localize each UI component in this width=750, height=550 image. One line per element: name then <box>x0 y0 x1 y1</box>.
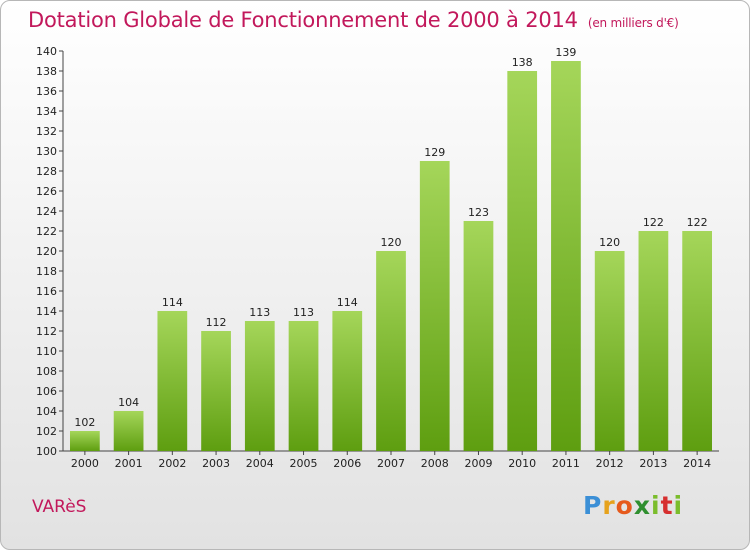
x-tick-label: 2000 <box>71 457 99 470</box>
bar-value-label: 122 <box>687 216 708 229</box>
x-tick-label: 2005 <box>290 457 318 470</box>
bar <box>201 331 231 451</box>
y-tick-label: 132 <box>36 125 57 138</box>
chart-subtitle: (en milliers d'€) <box>587 16 679 30</box>
y-tick-label: 106 <box>36 385 57 398</box>
y-tick-label: 110 <box>36 345 57 358</box>
x-tick-label: 2010 <box>508 457 536 470</box>
y-tick-label: 124 <box>36 205 57 218</box>
logo-letter: i <box>673 491 684 520</box>
x-tick-label: 2008 <box>421 457 449 470</box>
x-tick-label: 2002 <box>158 457 186 470</box>
x-tick-label: 2004 <box>246 457 274 470</box>
y-tick-label: 128 <box>36 165 57 178</box>
y-tick-label: 102 <box>36 425 57 438</box>
bar-value-label: 104 <box>118 396 139 409</box>
bar <box>69 431 100 451</box>
x-tick-label: 2006 <box>333 457 361 470</box>
bar-value-label: 139 <box>555 46 576 59</box>
bar-value-label: 112 <box>206 316 227 329</box>
y-tick-label: 108 <box>36 365 57 378</box>
chart-title: Dotation Globale de Fonctionnement de 20… <box>28 8 679 32</box>
x-tick-label: 2011 <box>552 457 580 470</box>
x-tick-label: 2014 <box>683 457 711 470</box>
bar <box>113 411 144 451</box>
logo-letter: t <box>660 491 674 520</box>
logo-letter: i <box>651 491 661 520</box>
bar-value-label: 113 <box>293 306 314 319</box>
bar-value-label: 114 <box>162 296 183 309</box>
y-tick-label: 122 <box>36 225 57 238</box>
bar <box>682 231 713 451</box>
bar-value-label: 102 <box>74 416 95 429</box>
bar <box>638 231 669 451</box>
y-tick-label: 120 <box>36 245 57 258</box>
commune-name: VARèS <box>32 497 87 517</box>
bar-value-label: 120 <box>381 236 402 249</box>
bar-value-label: 114 <box>337 296 358 309</box>
y-tick-label: 134 <box>36 105 57 118</box>
logo-letter: x <box>633 491 651 520</box>
bar <box>507 71 538 451</box>
bar-value-label: 113 <box>249 306 270 319</box>
y-tick-label: 130 <box>36 145 57 158</box>
x-tick-label: 2001 <box>115 457 143 470</box>
logo-letter: P <box>583 491 603 520</box>
y-tick-label: 138 <box>36 65 57 78</box>
y-tick-label: 126 <box>36 185 57 198</box>
x-tick-label: 2013 <box>639 457 667 470</box>
y-tick-label: 112 <box>36 325 57 338</box>
bar <box>419 161 450 451</box>
y-tick-label: 136 <box>36 85 57 98</box>
y-tick-label: 100 <box>36 445 57 458</box>
bar <box>332 311 363 451</box>
x-tick-label: 2009 <box>464 457 492 470</box>
chart-title-text: Dotation Globale de Fonctionnement de 20… <box>28 8 578 32</box>
x-tick-label: 2012 <box>596 457 624 470</box>
bar-value-label: 123 <box>468 206 489 219</box>
proxiti-logo: Proxiti <box>583 491 683 520</box>
y-tick-label: 116 <box>36 285 57 298</box>
y-tick-label: 114 <box>36 305 57 318</box>
y-tick-label: 104 <box>36 405 57 418</box>
bar <box>376 251 406 451</box>
bar <box>157 311 188 451</box>
logo-letter: o <box>615 491 634 520</box>
bar-value-label: 138 <box>512 56 533 69</box>
y-tick-label: 140 <box>36 45 57 58</box>
y-tick-label: 118 <box>36 265 57 278</box>
x-tick-label: 2007 <box>377 457 405 470</box>
bar <box>244 321 275 451</box>
bar-value-label: 129 <box>424 146 445 159</box>
bar-value-label: 122 <box>643 216 664 229</box>
bar-value-label: 120 <box>599 236 620 249</box>
logo-letter: r <box>602 491 616 520</box>
bar <box>551 61 581 451</box>
x-tick-label: 2003 <box>202 457 230 470</box>
bar <box>594 251 625 451</box>
bar <box>463 221 494 451</box>
bar <box>288 321 319 451</box>
